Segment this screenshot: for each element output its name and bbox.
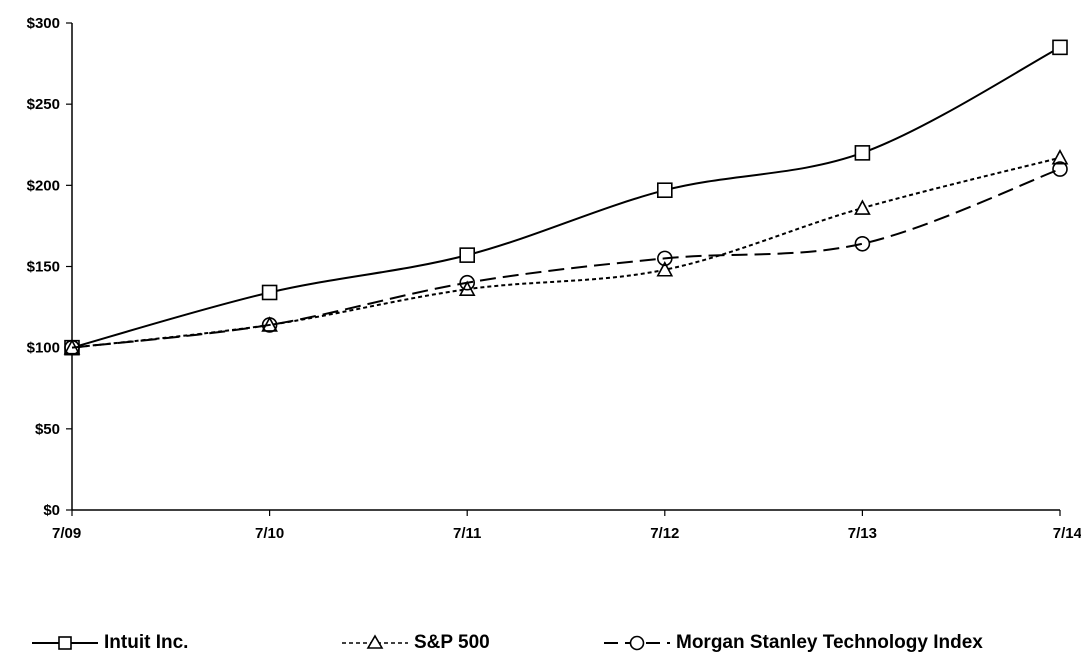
x-tick-label: 7/13 bbox=[848, 525, 877, 542]
x-tick-label: 7/09 bbox=[52, 525, 81, 542]
data-point-square bbox=[459, 247, 476, 263]
data-point-circle bbox=[1052, 161, 1068, 177]
y-tick-label: $200 bbox=[27, 177, 60, 194]
y-tick-label: $150 bbox=[27, 259, 60, 276]
x-axis-ticks: 7/09 7/10 7/11 7/12 7/13 7/14 bbox=[52, 510, 1081, 542]
series-triangle bbox=[63, 149, 1069, 355]
legend-item-msti: Morgan Stanley Technology Index bbox=[604, 628, 983, 658]
x-tick-label: 7/10 bbox=[255, 525, 284, 542]
data-point-square bbox=[1052, 39, 1068, 56]
data-point-circle bbox=[854, 235, 871, 252]
x-tick-label: 7/11 bbox=[453, 525, 481, 542]
axes bbox=[71, 23, 1060, 511]
data-point-square bbox=[854, 145, 871, 161]
series-line bbox=[71, 156, 1061, 349]
data-point-square bbox=[261, 284, 278, 301]
x-tick-label: 7/12 bbox=[650, 525, 679, 542]
legend-label-intuit: Intuit Inc. bbox=[104, 632, 189, 653]
y-tick-label: $300 bbox=[27, 15, 60, 32]
series-layer bbox=[63, 39, 1069, 356]
y-tick-label: $100 bbox=[27, 340, 60, 357]
legend-label-msti: Morgan Stanley Technology Index bbox=[676, 632, 983, 653]
legend-item-intuit: Intuit Inc. bbox=[32, 628, 188, 658]
series-square bbox=[64, 39, 1068, 356]
series-circle bbox=[64, 161, 1068, 356]
data-point-triangle bbox=[854, 199, 871, 215]
data-point-circle bbox=[261, 317, 278, 333]
legend-item-sp500: S&P 500 bbox=[342, 628, 490, 658]
series-line bbox=[71, 46, 1061, 349]
data-point-triangle bbox=[1051, 149, 1069, 165]
line-chart: $0$50$100$150$200$250$300 7/09 7/10 7/11 7/… bbox=[27, 15, 1081, 542]
data-point-circle bbox=[64, 339, 80, 356]
y-tick-label: $250 bbox=[27, 96, 60, 113]
y-tick-label: $50 bbox=[35, 421, 60, 438]
legend: Intuit Inc. S&P 500 Morgan Stanley Techn… bbox=[0, 628, 1081, 658]
y-tick-label: $0 bbox=[43, 502, 60, 519]
data-point-triangle bbox=[656, 261, 674, 277]
series-line bbox=[71, 168, 1061, 349]
legend-swatch-circle-icon bbox=[604, 635, 670, 651]
legend-label-sp500: S&P 500 bbox=[414, 632, 490, 653]
legend-swatch-square-icon bbox=[32, 636, 98, 650]
data-point-square bbox=[656, 182, 673, 199]
x-tick-label: 7/14 bbox=[1053, 525, 1081, 542]
legend-swatch-triangle-icon bbox=[342, 634, 408, 649]
data-point-circle bbox=[656, 250, 673, 267]
y-axis-ticks: $0 $50 $100 $150 $200 $250 $300 bbox=[27, 15, 72, 519]
data-point-circle bbox=[459, 274, 476, 291]
